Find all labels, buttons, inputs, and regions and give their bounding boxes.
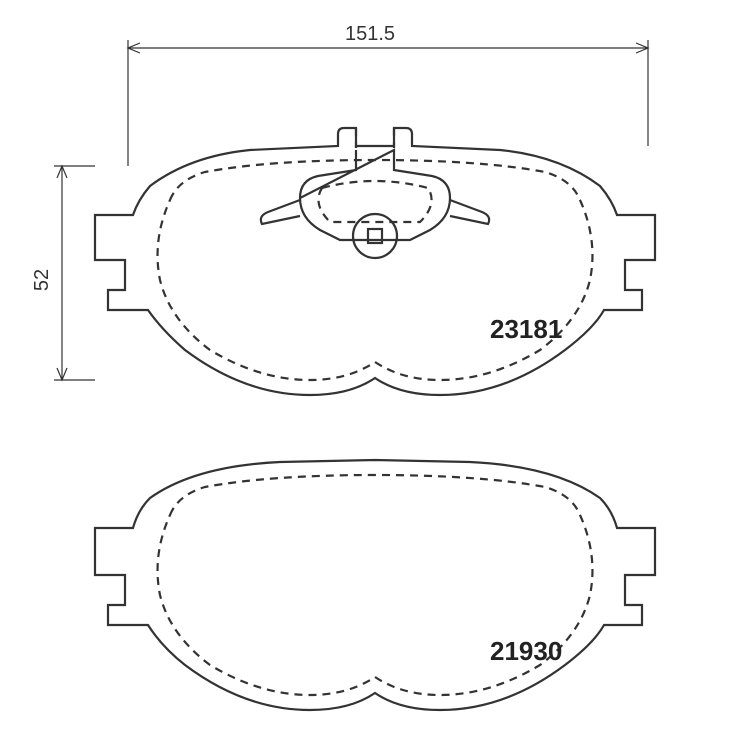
part-number-top: 23181 [490, 314, 562, 344]
technical-drawing: 151.5 52 23181 [0, 0, 750, 750]
height-dimension-label: 52 [31, 269, 53, 291]
width-dimension-label: 151.5 [345, 23, 395, 45]
brake-pad-top [95, 128, 655, 395]
brake-pad-bottom [95, 460, 655, 710]
part-number-bottom: 21930 [490, 636, 562, 666]
center-clip [261, 150, 489, 258]
dimension-height [54, 166, 95, 380]
